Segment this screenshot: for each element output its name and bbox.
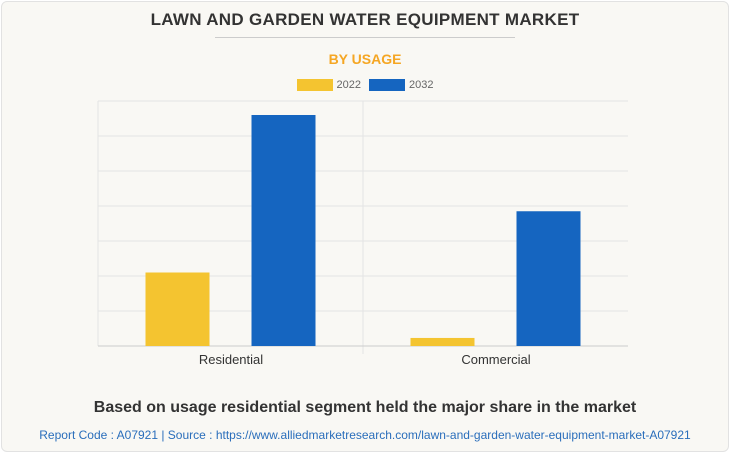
legend-label-2032: 2032 (409, 79, 434, 91)
source-footer[interactable]: Report Code : A07921 | Source : https://… (39, 428, 691, 442)
x-tick-label-commercial: Commercial (461, 352, 530, 367)
legend-swatch-2032 (369, 79, 405, 91)
bar-2032-commercial (516, 211, 581, 346)
legend: 2022 2032 (0, 79, 730, 91)
bar-2022-residential (145, 272, 210, 346)
legend-swatch-2022 (296, 79, 333, 91)
chart-caption: Based on usage residential segment held … (93, 399, 637, 416)
bar-2032-residential (251, 115, 316, 346)
title-divider (215, 37, 515, 38)
x-tick-label-residential: Residential (199, 352, 263, 367)
legend-label-2022: 2022 (336, 79, 361, 91)
bar-2022-commercial (410, 337, 475, 346)
chart-subtitle: BY USAGE (328, 51, 402, 67)
legend-item-2022[interactable]: 2022 (296, 79, 361, 91)
legend-item-2032[interactable]: 2032 (369, 79, 433, 91)
chart-title: LAWN AND GARDEN WATER EQUIPMENT MARKET (150, 10, 580, 29)
